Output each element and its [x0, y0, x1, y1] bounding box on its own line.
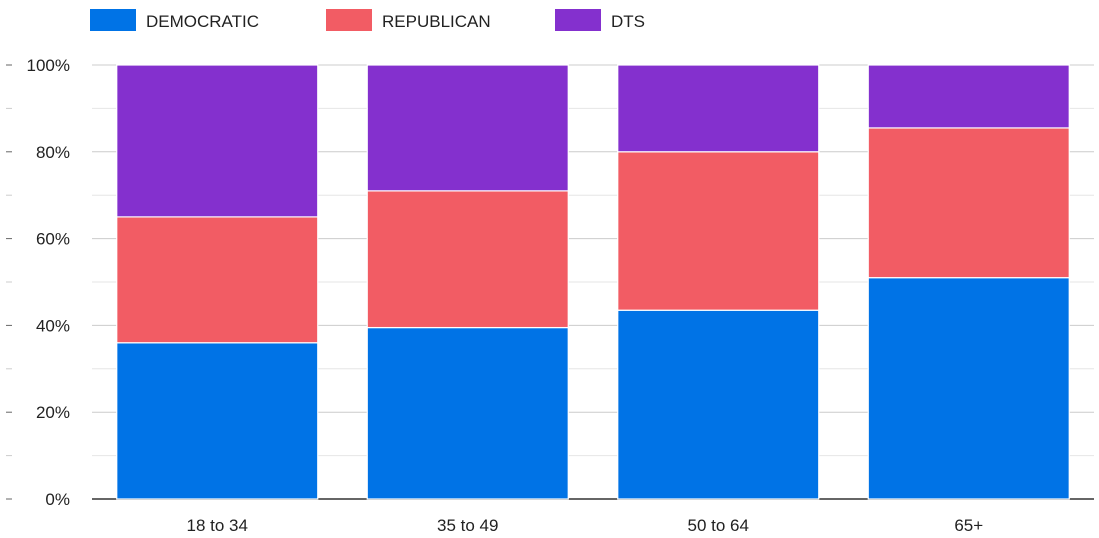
y-tick-label: 20%	[36, 403, 70, 422]
legend-item-democratic: DEMOCRATIC	[90, 9, 259, 31]
x-tick-label: 50 to 64	[688, 516, 749, 535]
bar-segment-dts	[366, 64, 569, 192]
chart-legend: DEMOCRATIC REPUBLICAN DTS	[90, 9, 645, 31]
legend-swatch	[326, 9, 372, 31]
y-axis: 0% 20% 40% 60% 80% 100%	[27, 56, 70, 509]
y-tick-label: 40%	[36, 316, 70, 335]
bar-segment-democratic	[366, 326, 569, 500]
bar-segment-republican	[116, 216, 319, 344]
legend-label: DEMOCRATIC	[146, 12, 259, 31]
bar-segment-republican	[617, 151, 820, 311]
y-tick-label: 100%	[27, 56, 70, 75]
bar-segment-dts	[116, 64, 319, 218]
x-tick-label: 35 to 49	[437, 516, 498, 535]
legend-item-dts: DTS	[555, 9, 645, 31]
y-tick-label: 0%	[45, 490, 70, 509]
bar-stack	[116, 64, 319, 500]
bar-segment-dts	[867, 64, 1070, 129]
x-tick-label: 65+	[954, 516, 983, 535]
bar-segment-democratic	[116, 342, 319, 500]
x-tick-label: 18 to 34	[187, 516, 248, 535]
legend-label: REPUBLICAN	[382, 12, 491, 31]
bars	[116, 64, 1070, 500]
bar-stack	[867, 64, 1070, 500]
legend-item-republican: REPUBLICAN	[326, 9, 491, 31]
legend-swatch	[90, 9, 136, 31]
legend-swatch	[555, 9, 601, 31]
bar-stack	[617, 64, 820, 500]
bar-segment-democratic	[617, 309, 820, 500]
bar-segment-republican	[867, 127, 1070, 279]
bar-stack	[366, 64, 569, 500]
bar-segment-dts	[617, 64, 820, 153]
y-tick-label: 60%	[36, 230, 70, 249]
bar-segment-democratic	[867, 277, 1070, 500]
x-axis: 18 to 34 35 to 49 50 to 64 65+	[187, 516, 984, 535]
legend-label: DTS	[611, 12, 645, 31]
y-tick-label: 80%	[36, 143, 70, 162]
bar-segment-republican	[366, 190, 569, 329]
